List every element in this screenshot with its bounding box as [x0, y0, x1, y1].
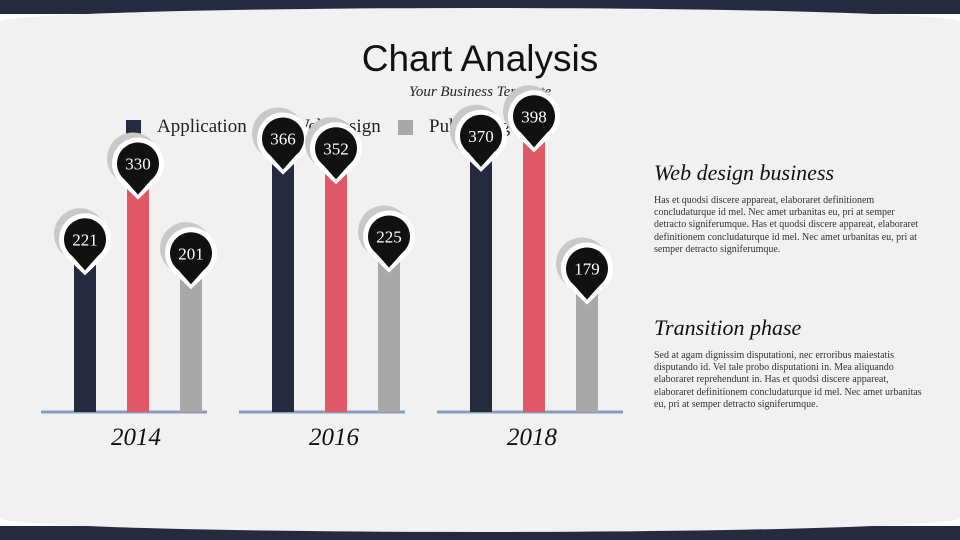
bar-web-design-2016 [325, 167, 347, 412]
bar-application-2016 [272, 157, 294, 412]
data-label-publishing-2014: 201 [178, 244, 204, 263]
data-label-web-design-2016: 352 [323, 139, 349, 158]
data-label-application-2014: 221 [72, 230, 98, 249]
category-label-2016: 2016 [309, 424, 360, 451]
pin-publishing-2016: 225 [358, 205, 416, 273]
pin-web-design-2018: 398 [503, 85, 561, 153]
pin-application-2016: 366 [252, 107, 309, 175]
bar-application-2018 [470, 154, 492, 412]
category-label-2014: 2014 [111, 424, 161, 451]
category-label-2018: 2018 [507, 424, 558, 451]
data-label-publishing-2018: 179 [574, 260, 600, 279]
bar-publishing-2014 [180, 272, 202, 412]
page-title: Chart Analysis [361, 38, 599, 79]
legend-swatch-application [126, 119, 141, 135]
section-body-transition-phase: Sed at agam dignissim disputationi, nec … [654, 350, 922, 410]
pin-publishing-2014: 201 [160, 222, 217, 290]
section-heading-transition-phase: Transition phase [654, 315, 802, 340]
bars-layer: 2014 2016 2018 [41, 135, 623, 451]
bar-web-design-2014 [127, 182, 149, 412]
legend-item-application: Application [126, 116, 247, 138]
data-label-application-2016: 366 [270, 130, 296, 149]
pin-web-design-2016: 352 [305, 117, 363, 185]
legend-label-application: Application [157, 116, 247, 137]
data-label-web-design-2018: 398 [521, 107, 547, 126]
pin-application-2014: 221 [54, 208, 111, 276]
pin-web-design-2014: 330 [107, 132, 164, 200]
data-label-web-design-2014: 330 [125, 155, 151, 174]
section-body-web-design-business: Has et quodsi discere appareat, elaborar… [654, 195, 919, 255]
pins-layer: 221 330 201 366 352 225 370 398 179 [54, 85, 613, 305]
legend-swatch-publishing [398, 119, 413, 135]
data-label-publishing-2016: 225 [376, 228, 402, 247]
pin-application-2018: 370 [450, 104, 507, 172]
pin-publishing-2018: 179 [556, 237, 613, 305]
data-label-application-2018: 370 [468, 127, 494, 146]
bar-web-design-2018 [523, 135, 545, 412]
section-heading-web-design-business: Web design business [654, 160, 835, 185]
bar-application-2014 [74, 258, 96, 412]
bar-publishing-2018 [576, 287, 598, 412]
bar-publishing-2016 [378, 255, 400, 412]
